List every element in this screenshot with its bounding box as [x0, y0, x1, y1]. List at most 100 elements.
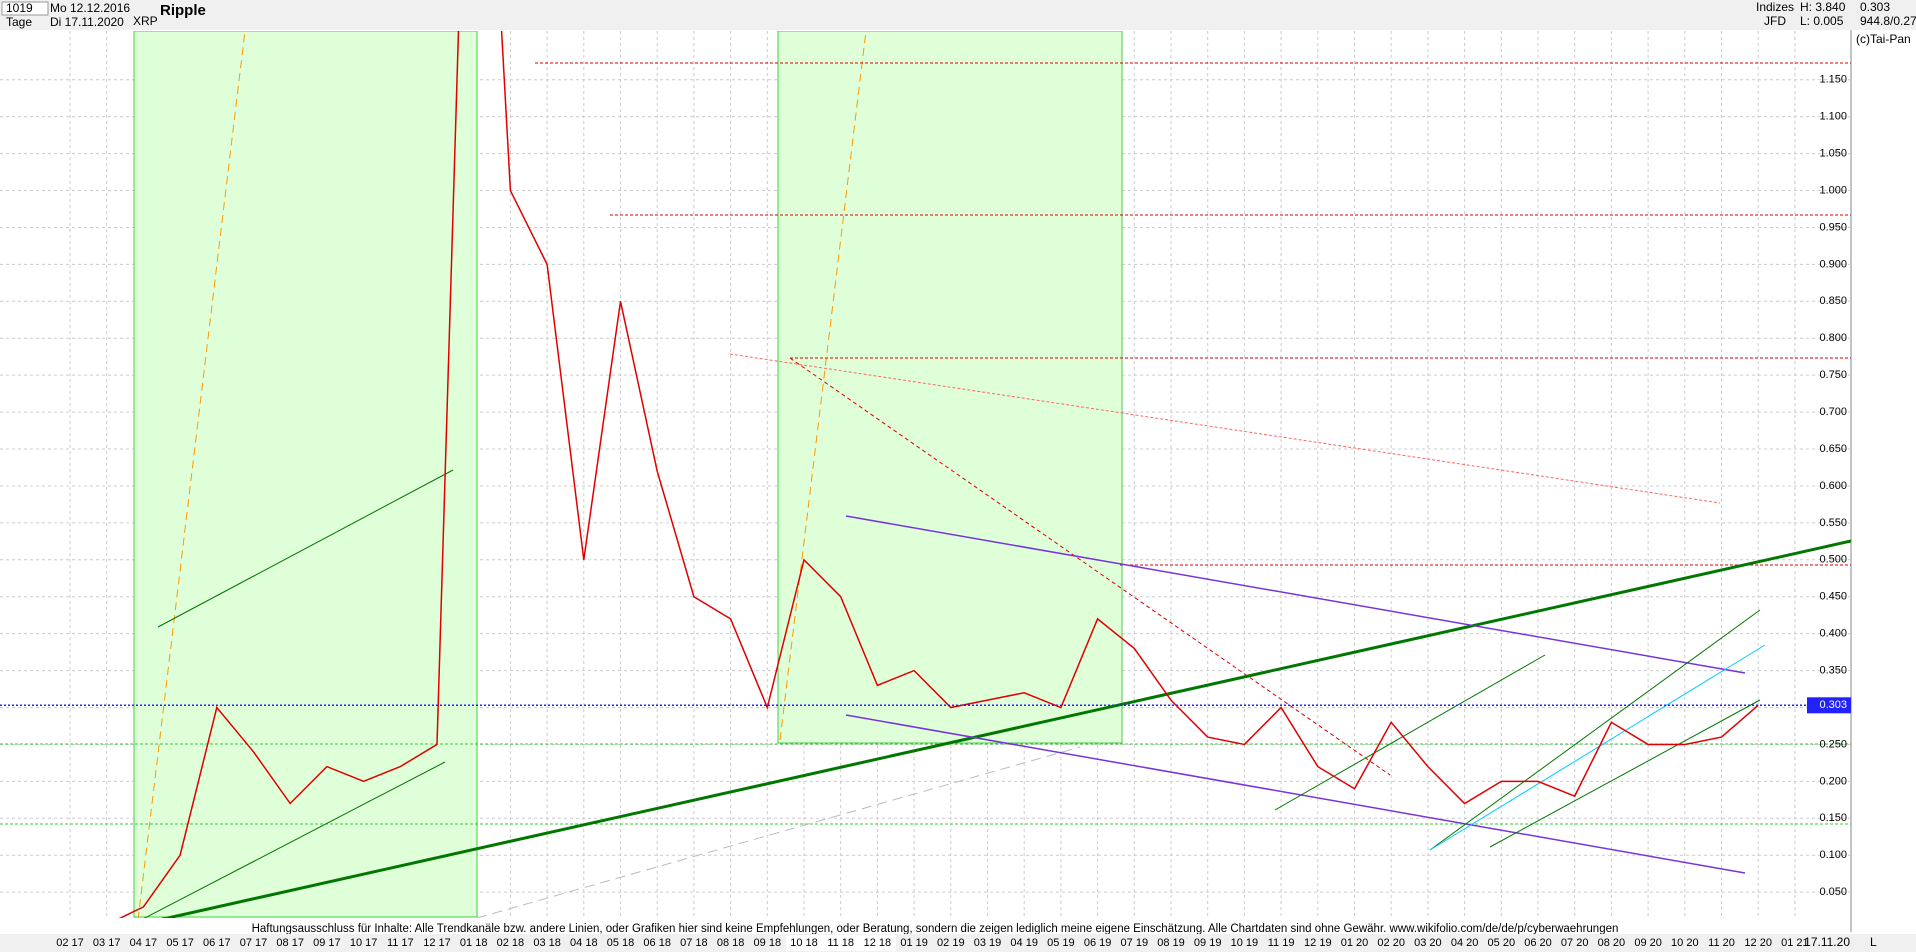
broker: JFD [1764, 14, 1786, 28]
x-tick-label: 01 21 [1781, 937, 1809, 949]
last-price-label: 0.303 [1819, 699, 1847, 711]
last-price-box [1807, 697, 1851, 714]
disclaimer: Haftungsausschluss für Inhalte: Alle Tre… [252, 923, 1619, 935]
x-tick-label: 05 19 [1047, 937, 1075, 949]
count-box[interactable] [1, 1, 49, 16]
y-tick-label: 1.100 [1819, 111, 1847, 123]
y-tick-label: 0.350 [1819, 664, 1847, 676]
y-tick-label: 0.950 [1819, 221, 1847, 233]
y-tick-label: 0.400 [1819, 628, 1847, 640]
x-tick-label: 11 19 [1268, 937, 1295, 949]
x-tick-label: 11 17 [387, 937, 414, 949]
x-tick-label: 10 17 [350, 937, 378, 949]
copyright: (c)Tai-Pan [1856, 32, 1911, 46]
y-tick-label: 0.850 [1819, 295, 1847, 307]
y-tick-label: 0.650 [1819, 443, 1847, 455]
y-tick-label: 0.450 [1819, 591, 1847, 603]
y-tick-label: 0.900 [1819, 258, 1847, 270]
x-tick-label: 08 19 [1157, 937, 1185, 949]
x-tick-label: 07 18 [680, 937, 708, 949]
x-tick-label: 08 18 [717, 937, 745, 949]
channel [157, 469, 454, 628]
instrument-name: Ripple [160, 2, 206, 19]
series [118, 31, 1759, 918]
x-tick-label: 05 18 [607, 937, 635, 949]
fib-line [779, 31, 867, 741]
y-tick-label: 1.000 [1819, 184, 1847, 196]
period[interactable]: Tage [6, 15, 32, 29]
x-tick-label: 05 20 [1488, 937, 1516, 949]
x-tick-label: 04 20 [1451, 937, 1479, 949]
x-tick-label: 02 17 [56, 937, 84, 949]
last-price: 0.303 [1860, 0, 1890, 14]
channel [1429, 609, 1761, 851]
x-tick-highlight [859, 935, 897, 951]
x-tick-label: 05 17 [166, 937, 194, 949]
x-tick-label: 10 19 [1231, 937, 1259, 949]
scale-mode: L [1870, 935, 1877, 949]
x-tick-label: 06 19 [1084, 937, 1112, 949]
header-bar [0, 0, 1916, 30]
high: H: 3.840 [1800, 0, 1846, 14]
x-tick-label: 12 17 [423, 937, 451, 949]
x-tick-label: 04 17 [130, 937, 158, 949]
y-tick-label: 0.250 [1819, 738, 1847, 750]
trend [729, 353, 1721, 504]
main-trend [160, 539, 1851, 918]
x-axis-bar [0, 934, 1916, 952]
x-tick-label: 08 20 [1598, 937, 1626, 949]
x-tick-label: 02 20 [1377, 937, 1405, 949]
x-tick-label: 03 18 [533, 937, 561, 949]
x-tick-label: 04 18 [570, 937, 598, 949]
x-tick-label: 11 18 [827, 937, 854, 949]
x-tick-label: 09 20 [1634, 937, 1662, 949]
x-tick-label: 09 19 [1194, 937, 1222, 949]
x-tick-label: 10 20 [1671, 937, 1699, 949]
start-date: Mo 12.12.2016 [50, 1, 130, 15]
symbol: XRP [133, 14, 158, 28]
x-tick-highlight [786, 935, 823, 951]
x-tick-label: 12 18 [864, 937, 892, 949]
x-tick-label: 07 20 [1561, 937, 1589, 949]
x-tick-label: 09 17 [313, 937, 341, 949]
group: Indizes [1756, 0, 1794, 14]
x-tick-label: 12 19 [1304, 937, 1332, 949]
x-tick-label: 03 19 [974, 937, 1002, 949]
trend [476, 746, 1081, 918]
x-tick-label: 10 18 [790, 937, 818, 949]
y-tick-label: 1.050 [1819, 148, 1847, 160]
y-tick-label: 0.600 [1819, 480, 1847, 492]
channel [143, 761, 446, 918]
ratio: 944.8/0.27 [1860, 14, 1916, 28]
y-tick-label: 0.500 [1819, 554, 1847, 566]
drawings [0, 31, 1851, 918]
channel [845, 714, 1746, 874]
y-tick-label: 0.050 [1819, 886, 1847, 898]
x-tick-label: 07 17 [240, 937, 268, 949]
y-tick-label: 1.150 [1819, 74, 1847, 86]
y-tick-label: 0.750 [1819, 369, 1847, 381]
x-tick-highlight [822, 935, 860, 951]
y-tick-label: 0.700 [1819, 406, 1847, 418]
x-tick-label: 07 19 [1121, 937, 1149, 949]
x-tick-label: 06 20 [1524, 937, 1552, 949]
price-line [118, 31, 1759, 918]
count: 1019 [6, 1, 33, 15]
zone [133, 31, 478, 918]
channel [1429, 644, 1766, 851]
x-tick-label: 01 19 [900, 937, 928, 949]
x-tick-label: 03 17 [93, 937, 121, 949]
x-tick-label: 02 18 [497, 937, 525, 949]
y-tick-label: 0.150 [1819, 812, 1847, 824]
x-tick-label: 01 20 [1341, 937, 1369, 949]
low: L: 0.005 [1800, 14, 1844, 28]
trend [789, 357, 1391, 776]
x-tick-label: 01 18 [460, 937, 488, 949]
x-tick-label: 04 19 [1010, 937, 1038, 949]
channel [1489, 699, 1761, 848]
x-tick-label: 02 19 [937, 937, 965, 949]
y-tick-label: 0.200 [1819, 775, 1847, 787]
y-tick-label: 0.550 [1819, 517, 1847, 529]
end-date: Di 17.11.2020 [50, 15, 124, 29]
